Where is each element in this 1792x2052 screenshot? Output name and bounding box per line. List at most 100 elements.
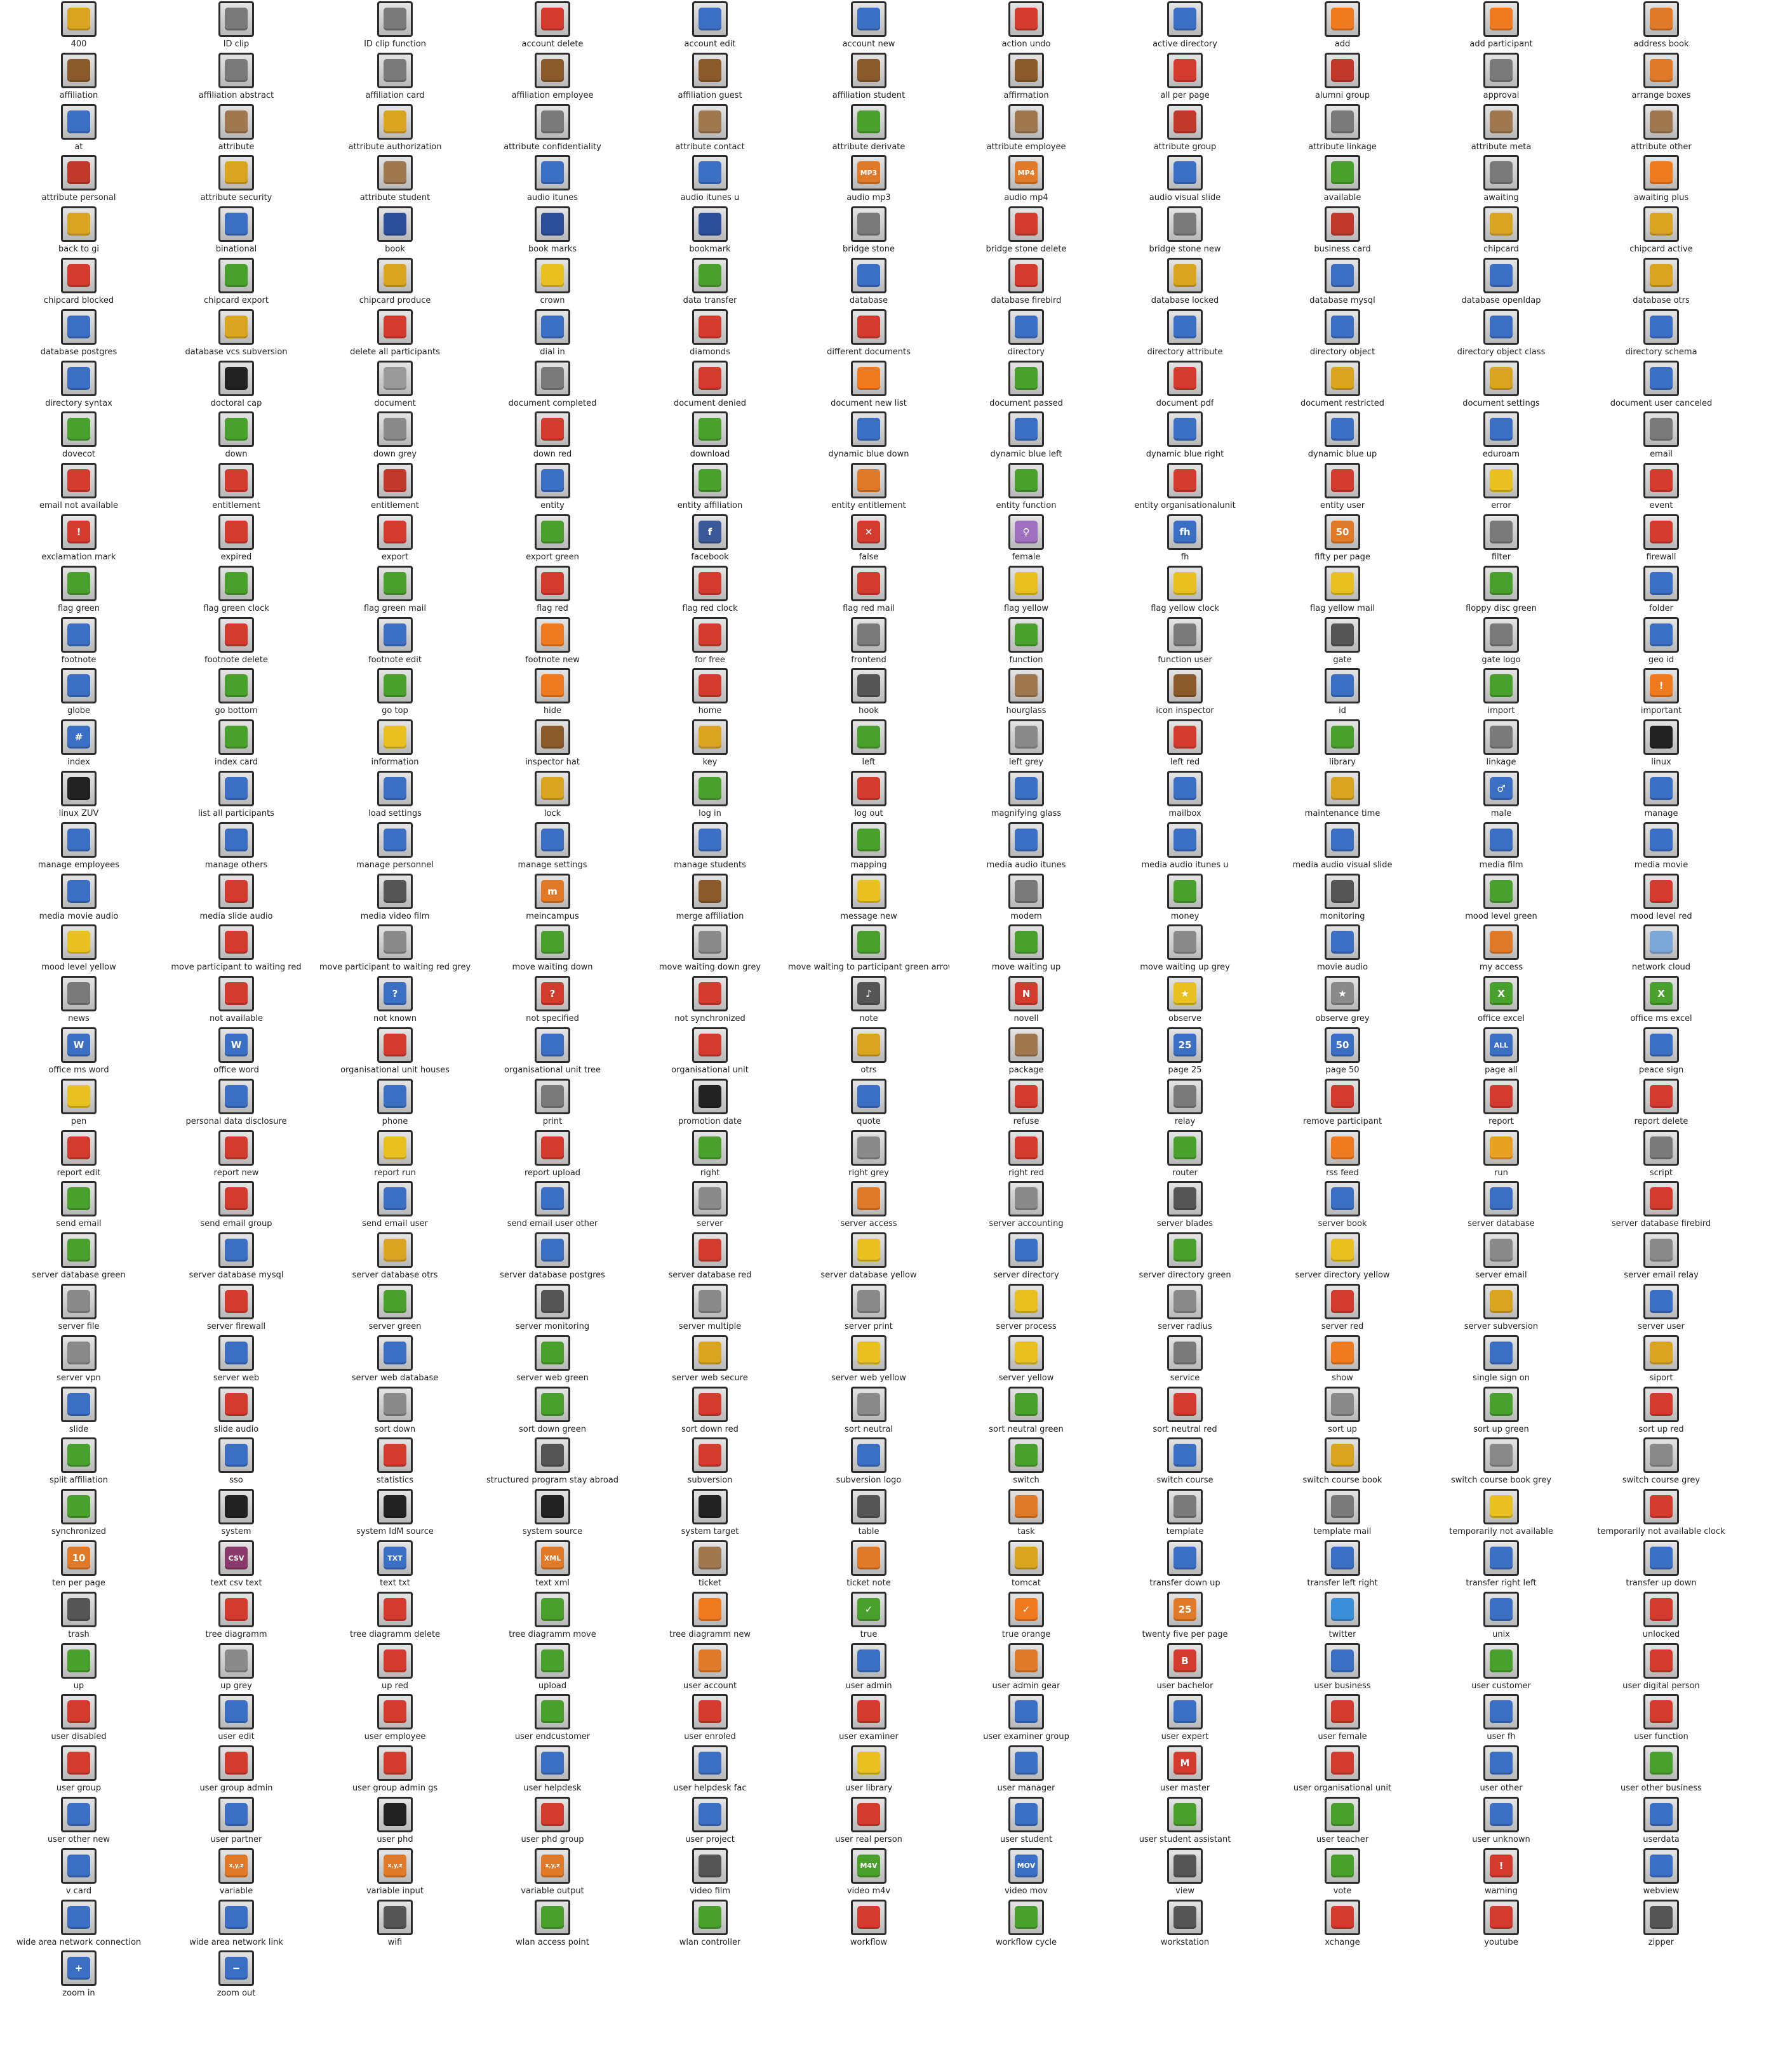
icon-tile[interactable]: view [1104,1848,1266,1902]
icon-tile[interactable]: user partner [155,1797,318,1850]
icon-tile[interactable]: network cloud [1580,924,1742,978]
icon-tile[interactable]: system target [629,1489,791,1542]
icon-tile[interactable]: workstation [1104,1899,1266,1953]
icon-tile[interactable]: user student [945,1797,1107,1850]
icon-tile[interactable]: refuse [945,1078,1107,1132]
icon-tile[interactable]: script [1580,1129,1742,1183]
icon-tile[interactable]: server database mysql [155,1232,318,1286]
icon-tile[interactable]: user phd group [471,1797,634,1850]
icon-tile[interactable]: affiliation card [314,52,476,106]
icon-tile[interactable]: user function [1580,1694,1742,1747]
icon-tile[interactable]: siport [1580,1335,1742,1389]
icon-tile[interactable]: media audio itunes [945,822,1107,876]
icon-tile[interactable]: user admin gear [945,1642,1107,1696]
icon-tile[interactable]: mood level green [1420,873,1582,927]
icon-tile[interactable]: my access [1420,924,1582,978]
icon-tile[interactable]: server monitoring [471,1284,634,1337]
icon-tile[interactable]: awaiting [1420,155,1582,208]
icon-tile[interactable]: ID clip [155,1,318,55]
icon-tile[interactable]: ✓ true orange [945,1591,1107,1645]
icon-tile[interactable]: active directory [1104,1,1266,55]
icon-tile[interactable]: unix [1420,1591,1582,1645]
icon-tile[interactable]: zipper [1580,1899,1742,1953]
icon-tile[interactable]: server database yellow [787,1232,950,1286]
icon-tile[interactable]: manage others [155,822,318,876]
icon-tile[interactable]: print [471,1078,634,1132]
icon-tile[interactable]: server email [1420,1232,1582,1286]
icon-tile[interactable]: phone [314,1078,476,1132]
icon-tile[interactable]: server web secure [629,1335,791,1389]
icon-tile[interactable]: right red [945,1129,1107,1183]
icon-tile[interactable]: server blades [1104,1181,1266,1234]
icon-tile[interactable]: database firebird [945,258,1107,311]
icon-tile[interactable]: gate [1261,616,1424,670]
icon-tile[interactable]: server radius [1104,1284,1266,1337]
icon-tile[interactable]: attribute group [1104,103,1266,157]
icon-tile[interactable]: document user canceled [1580,360,1742,414]
icon-tile[interactable]: user account [629,1642,791,1696]
icon-tile[interactable]: server email relay [1580,1232,1742,1286]
icon-tile[interactable]: down grey [314,411,476,465]
icon-tile[interactable]: attribute derivate [787,103,950,157]
icon-tile[interactable]: ticket [629,1540,791,1594]
icon-tile[interactable]: tomcat [945,1540,1107,1594]
icon-tile[interactable]: f facebook [629,514,791,568]
icon-tile[interactable]: organisational unit [629,1027,791,1081]
icon-tile[interactable]: otrs [787,1027,950,1081]
icon-tile[interactable]: MP4 audio mp4 [945,155,1107,208]
icon-tile[interactable]: movie audio [1261,924,1424,978]
icon-tile[interactable]: attribute employee [945,103,1107,157]
icon-tile[interactable]: directory attribute [1104,309,1266,363]
icon-tile[interactable]: fh fh [1104,514,1266,568]
icon-tile[interactable]: log out [787,771,950,824]
icon-tile[interactable]: book marks [471,206,634,260]
icon-tile[interactable]: dial in [471,309,634,363]
icon-tile[interactable]: server directory yellow [1261,1232,1424,1286]
icon-tile[interactable]: geo id [1580,616,1742,670]
icon-tile[interactable]: chipcard blocked [0,258,160,311]
icon-tile[interactable]: webview [1580,1848,1742,1902]
icon-tile[interactable]: binational [155,206,318,260]
icon-tile[interactable]: attribute linkage [1261,103,1424,157]
icon-tile[interactable]: not synchronized [629,976,791,1029]
icon-tile[interactable]: twitter [1261,1591,1424,1645]
icon-tile[interactable]: wide area network connection [0,1899,160,1953]
icon-tile[interactable]: unlocked [1580,1591,1742,1645]
icon-tile[interactable]: download [629,411,791,465]
icon-tile[interactable]: id [1261,668,1424,721]
icon-tile[interactable]: report [1420,1078,1582,1132]
icon-tile[interactable]: entity user [1261,463,1424,516]
icon-tile[interactable]: right [629,1129,791,1183]
icon-tile[interactable]: frontend [787,616,950,670]
icon-tile[interactable]: report edit [0,1129,160,1183]
icon-tile[interactable]: footnote new [471,616,634,670]
icon-tile[interactable]: system [155,1489,318,1542]
icon-tile[interactable]: workflow cycle [945,1899,1107,1953]
icon-tile[interactable]: attribute meta [1420,103,1582,157]
icon-tile[interactable]: temporarily not available clock [1580,1489,1742,1542]
icon-tile[interactable]: promotion date [629,1078,791,1132]
icon-tile[interactable]: eduroam [1420,411,1582,465]
icon-tile[interactable]: server directory [945,1232,1107,1286]
icon-tile[interactable]: server database otrs [314,1232,476,1286]
icon-tile[interactable]: account edit [629,1,791,55]
icon-tile[interactable]: router [1104,1129,1266,1183]
icon-tile[interactable]: 10 ten per page [0,1540,160,1594]
icon-tile[interactable]: user disabled [0,1694,160,1747]
icon-tile[interactable]: affiliation abstract [155,52,318,106]
icon-tile[interactable]: user teacher [1261,1797,1424,1850]
icon-tile[interactable]: modem [945,873,1107,927]
icon-tile[interactable]: ticket note [787,1540,950,1594]
icon-tile[interactable]: folder [1580,565,1742,619]
icon-tile[interactable]: 25 twenty five per page [1104,1591,1266,1645]
icon-tile[interactable]: vote [1261,1848,1424,1902]
icon-tile[interactable]: user group [0,1745,160,1799]
icon-tile[interactable]: awaiting plus [1580,155,1742,208]
icon-tile[interactable]: sort up [1261,1386,1424,1440]
icon-tile[interactable]: user group admin [155,1745,318,1799]
icon-tile[interactable]: entity function [945,463,1107,516]
icon-tile[interactable]: doctoral cap [155,360,318,414]
icon-tile[interactable]: attribute authorization [314,103,476,157]
icon-tile[interactable]: server directory green [1104,1232,1266,1286]
